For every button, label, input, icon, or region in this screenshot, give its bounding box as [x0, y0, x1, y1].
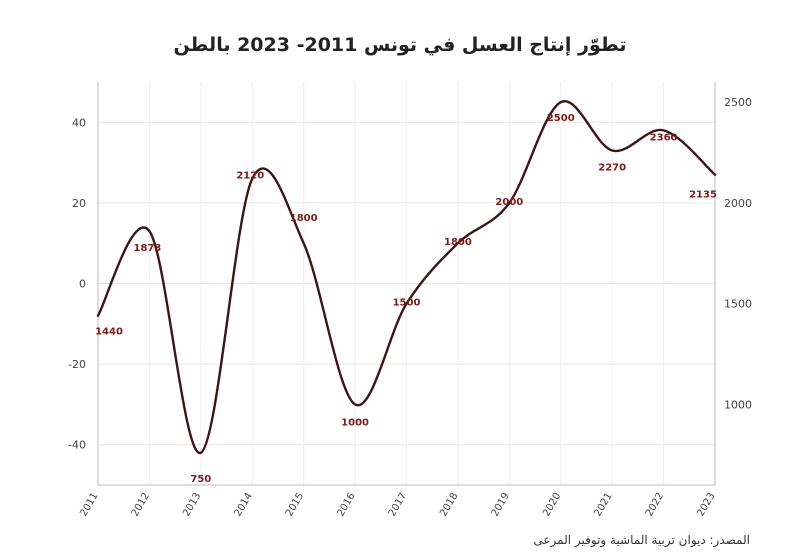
x-tick-label: 2015 — [284, 491, 306, 519]
chart-title: تطوّر إنتاج العسل في تونس 2011- 2023 بال… — [173, 34, 627, 56]
left-tick-label: 0 — [79, 278, 86, 291]
data-label: 1000 — [341, 417, 369, 428]
chart-source: المصدر: ديوان تربية الماشية وتوفير المرع… — [533, 533, 750, 547]
left-tick-label: 40 — [72, 116, 86, 129]
x-tick-label: 2017 — [387, 491, 409, 519]
series-line — [96, 100, 717, 454]
x-tick-label: 2023 — [695, 491, 717, 519]
right-tick-label: 1000 — [724, 398, 752, 411]
left-tick-label: -20 — [68, 358, 86, 371]
axes — [97, 82, 716, 486]
data-labels: 1440 1873 750 2120 1800 1000 1500 1800 2000 2500 2… — [95, 113, 717, 485]
data-label: 1440 — [95, 327, 123, 338]
data-label: 1800 — [290, 213, 318, 224]
x-tick-label: 2012 — [130, 491, 152, 519]
data-label: 750 — [190, 474, 211, 485]
data-label: 1500 — [393, 298, 421, 309]
x-tick-label: 2021 — [593, 491, 615, 519]
right-tick-label: 1500 — [724, 298, 752, 311]
x-tick-label: 2011 — [78, 491, 100, 519]
data-label: 2360 — [650, 132, 678, 143]
data-label: 2000 — [495, 197, 523, 208]
data-label: 2500 — [547, 113, 575, 124]
data-label: 1873 — [133, 243, 161, 254]
data-label: 2120 — [236, 171, 264, 182]
x-tick-label: 2014 — [233, 491, 255, 519]
x-tick-label: 2013 — [181, 491, 203, 519]
x-tick-label: 2020 — [541, 491, 563, 519]
x-tick-label: 2018 — [438, 491, 460, 519]
data-label: 2135 — [689, 190, 717, 201]
right-tick-label: 2000 — [724, 197, 752, 210]
data-label: 1800 — [444, 237, 472, 248]
x-tick-label: 2016 — [335, 491, 357, 519]
right-tick-label: 2500 — [724, 96, 752, 109]
left-tick-label: 20 — [72, 197, 86, 210]
data-label: 2270 — [598, 163, 626, 174]
grid-lines — [97, 82, 716, 485]
x-tick-label: 2019 — [490, 491, 512, 519]
left-tick-label: -40 — [68, 439, 86, 452]
series-group — [96, 100, 717, 454]
x-tick-label: 2022 — [644, 491, 666, 519]
